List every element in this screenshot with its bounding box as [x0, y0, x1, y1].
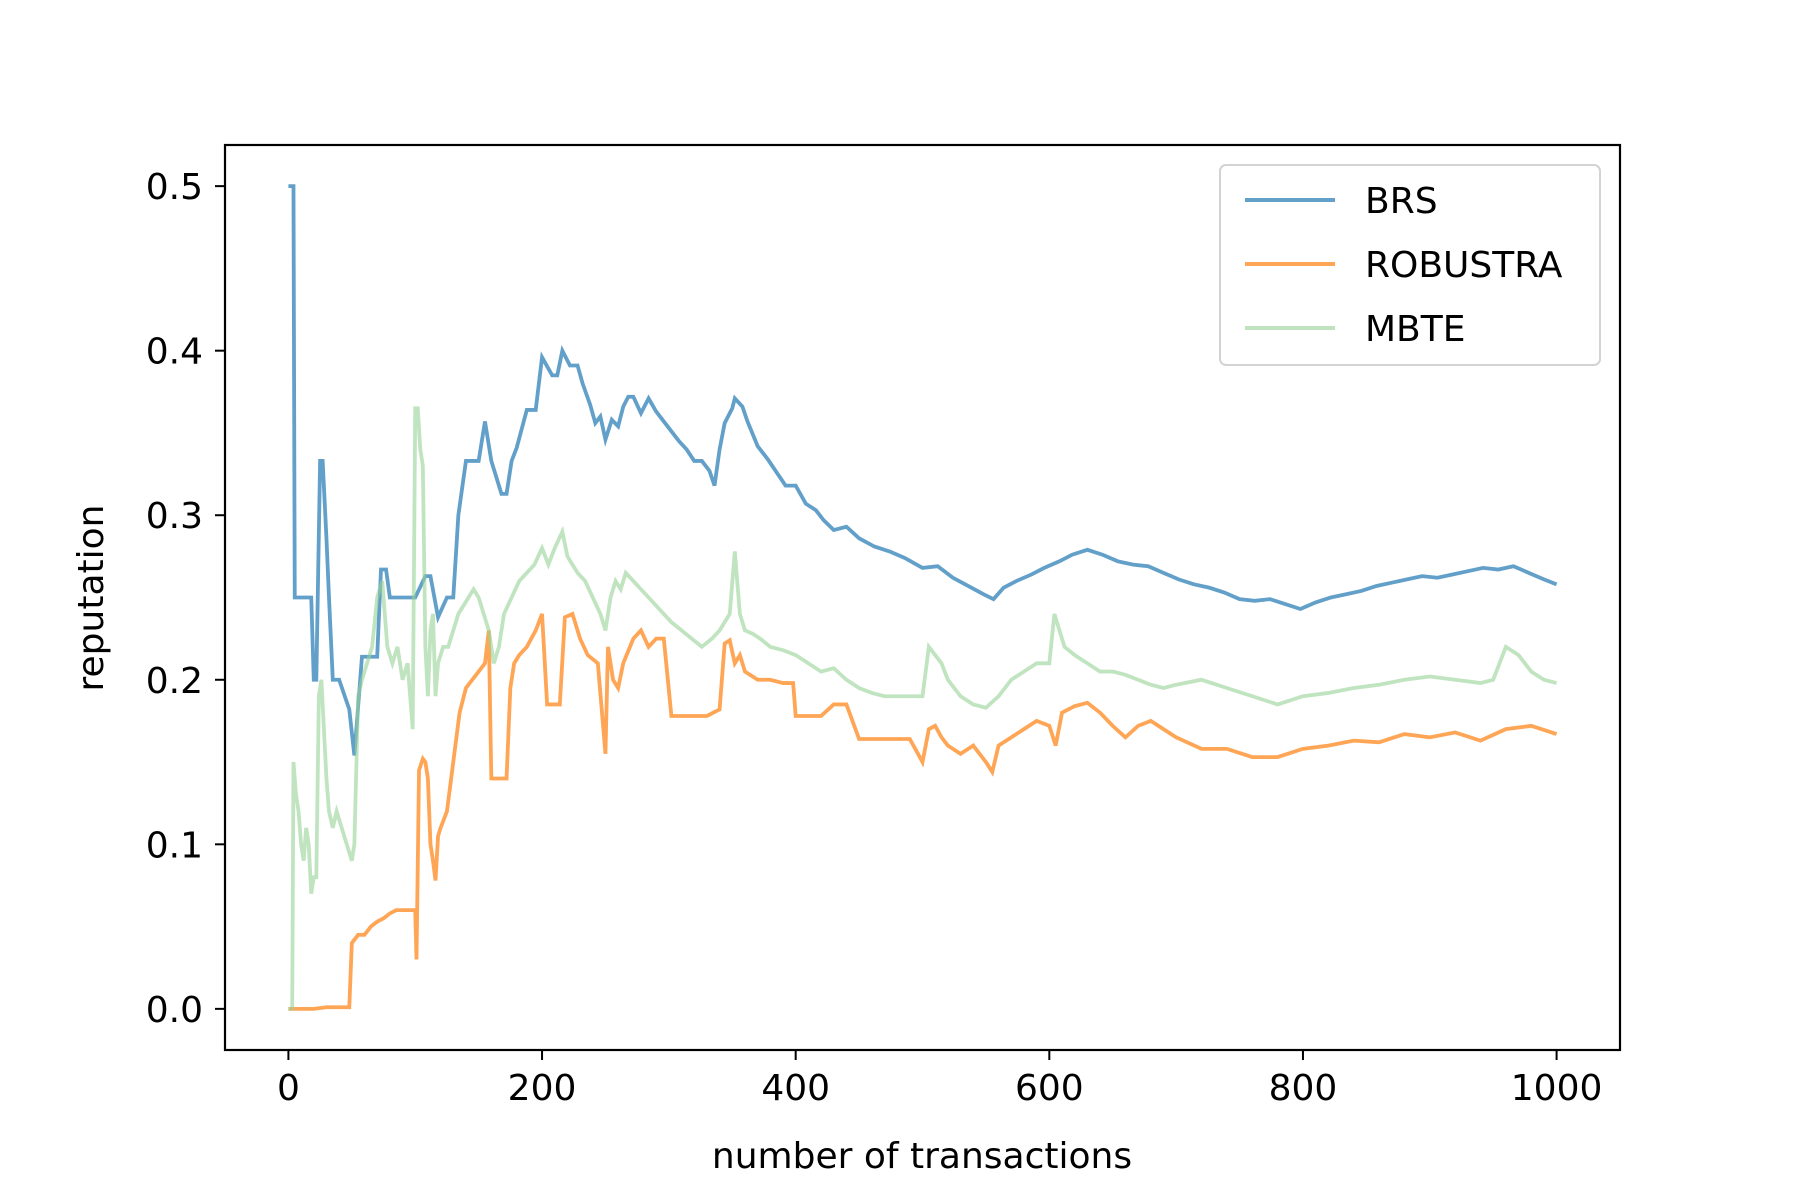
- legend: BRS ROBUSTRA MBTE: [1219, 164, 1601, 366]
- y-tick-label: 0.1: [146, 825, 203, 866]
- y-tick-label: 0.0: [146, 990, 203, 1031]
- y-axis-label: reputation: [71, 505, 112, 692]
- legend-label-mbte: MBTE: [1365, 309, 1466, 350]
- x-tick-label: 0: [277, 1068, 300, 1109]
- x-tick-label: 400: [761, 1068, 830, 1109]
- legend-label-brs: BRS: [1365, 181, 1438, 222]
- y-tick-label: 0.4: [146, 332, 203, 373]
- x-tick-label: 600: [1015, 1068, 1084, 1109]
- plot-frame: [223, 143, 1622, 1052]
- legend-items: BRS ROBUSTRA MBTE: [1245, 181, 1563, 350]
- x-axis-label: number of transactions: [712, 1136, 1132, 1177]
- x-tick-label: 200: [508, 1068, 577, 1109]
- x-tick-label: 800: [1269, 1068, 1338, 1109]
- legend-label-robustra: ROBUSTRA: [1365, 245, 1563, 286]
- y-tick-label: 0.3: [146, 496, 203, 537]
- series-layer: [288, 184, 1558, 1011]
- x-tick-label: 1000: [1511, 1068, 1603, 1109]
- series-line-robustra: [288, 611, 1558, 1011]
- legend-box: [1219, 164, 1601, 366]
- series-line-brs: [288, 184, 1558, 756]
- plot-area: [223, 143, 1622, 1052]
- y-axis: 0.0 0.1 0.2 0.3 0.4 0.5: [146, 167, 225, 1031]
- y-tick-label: 0.5: [146, 167, 203, 208]
- series-line-mbte: [288, 406, 1558, 1011]
- y-tick-label: 0.2: [146, 661, 203, 702]
- x-axis: 0 200 400 600 800 1000: [277, 1050, 1602, 1109]
